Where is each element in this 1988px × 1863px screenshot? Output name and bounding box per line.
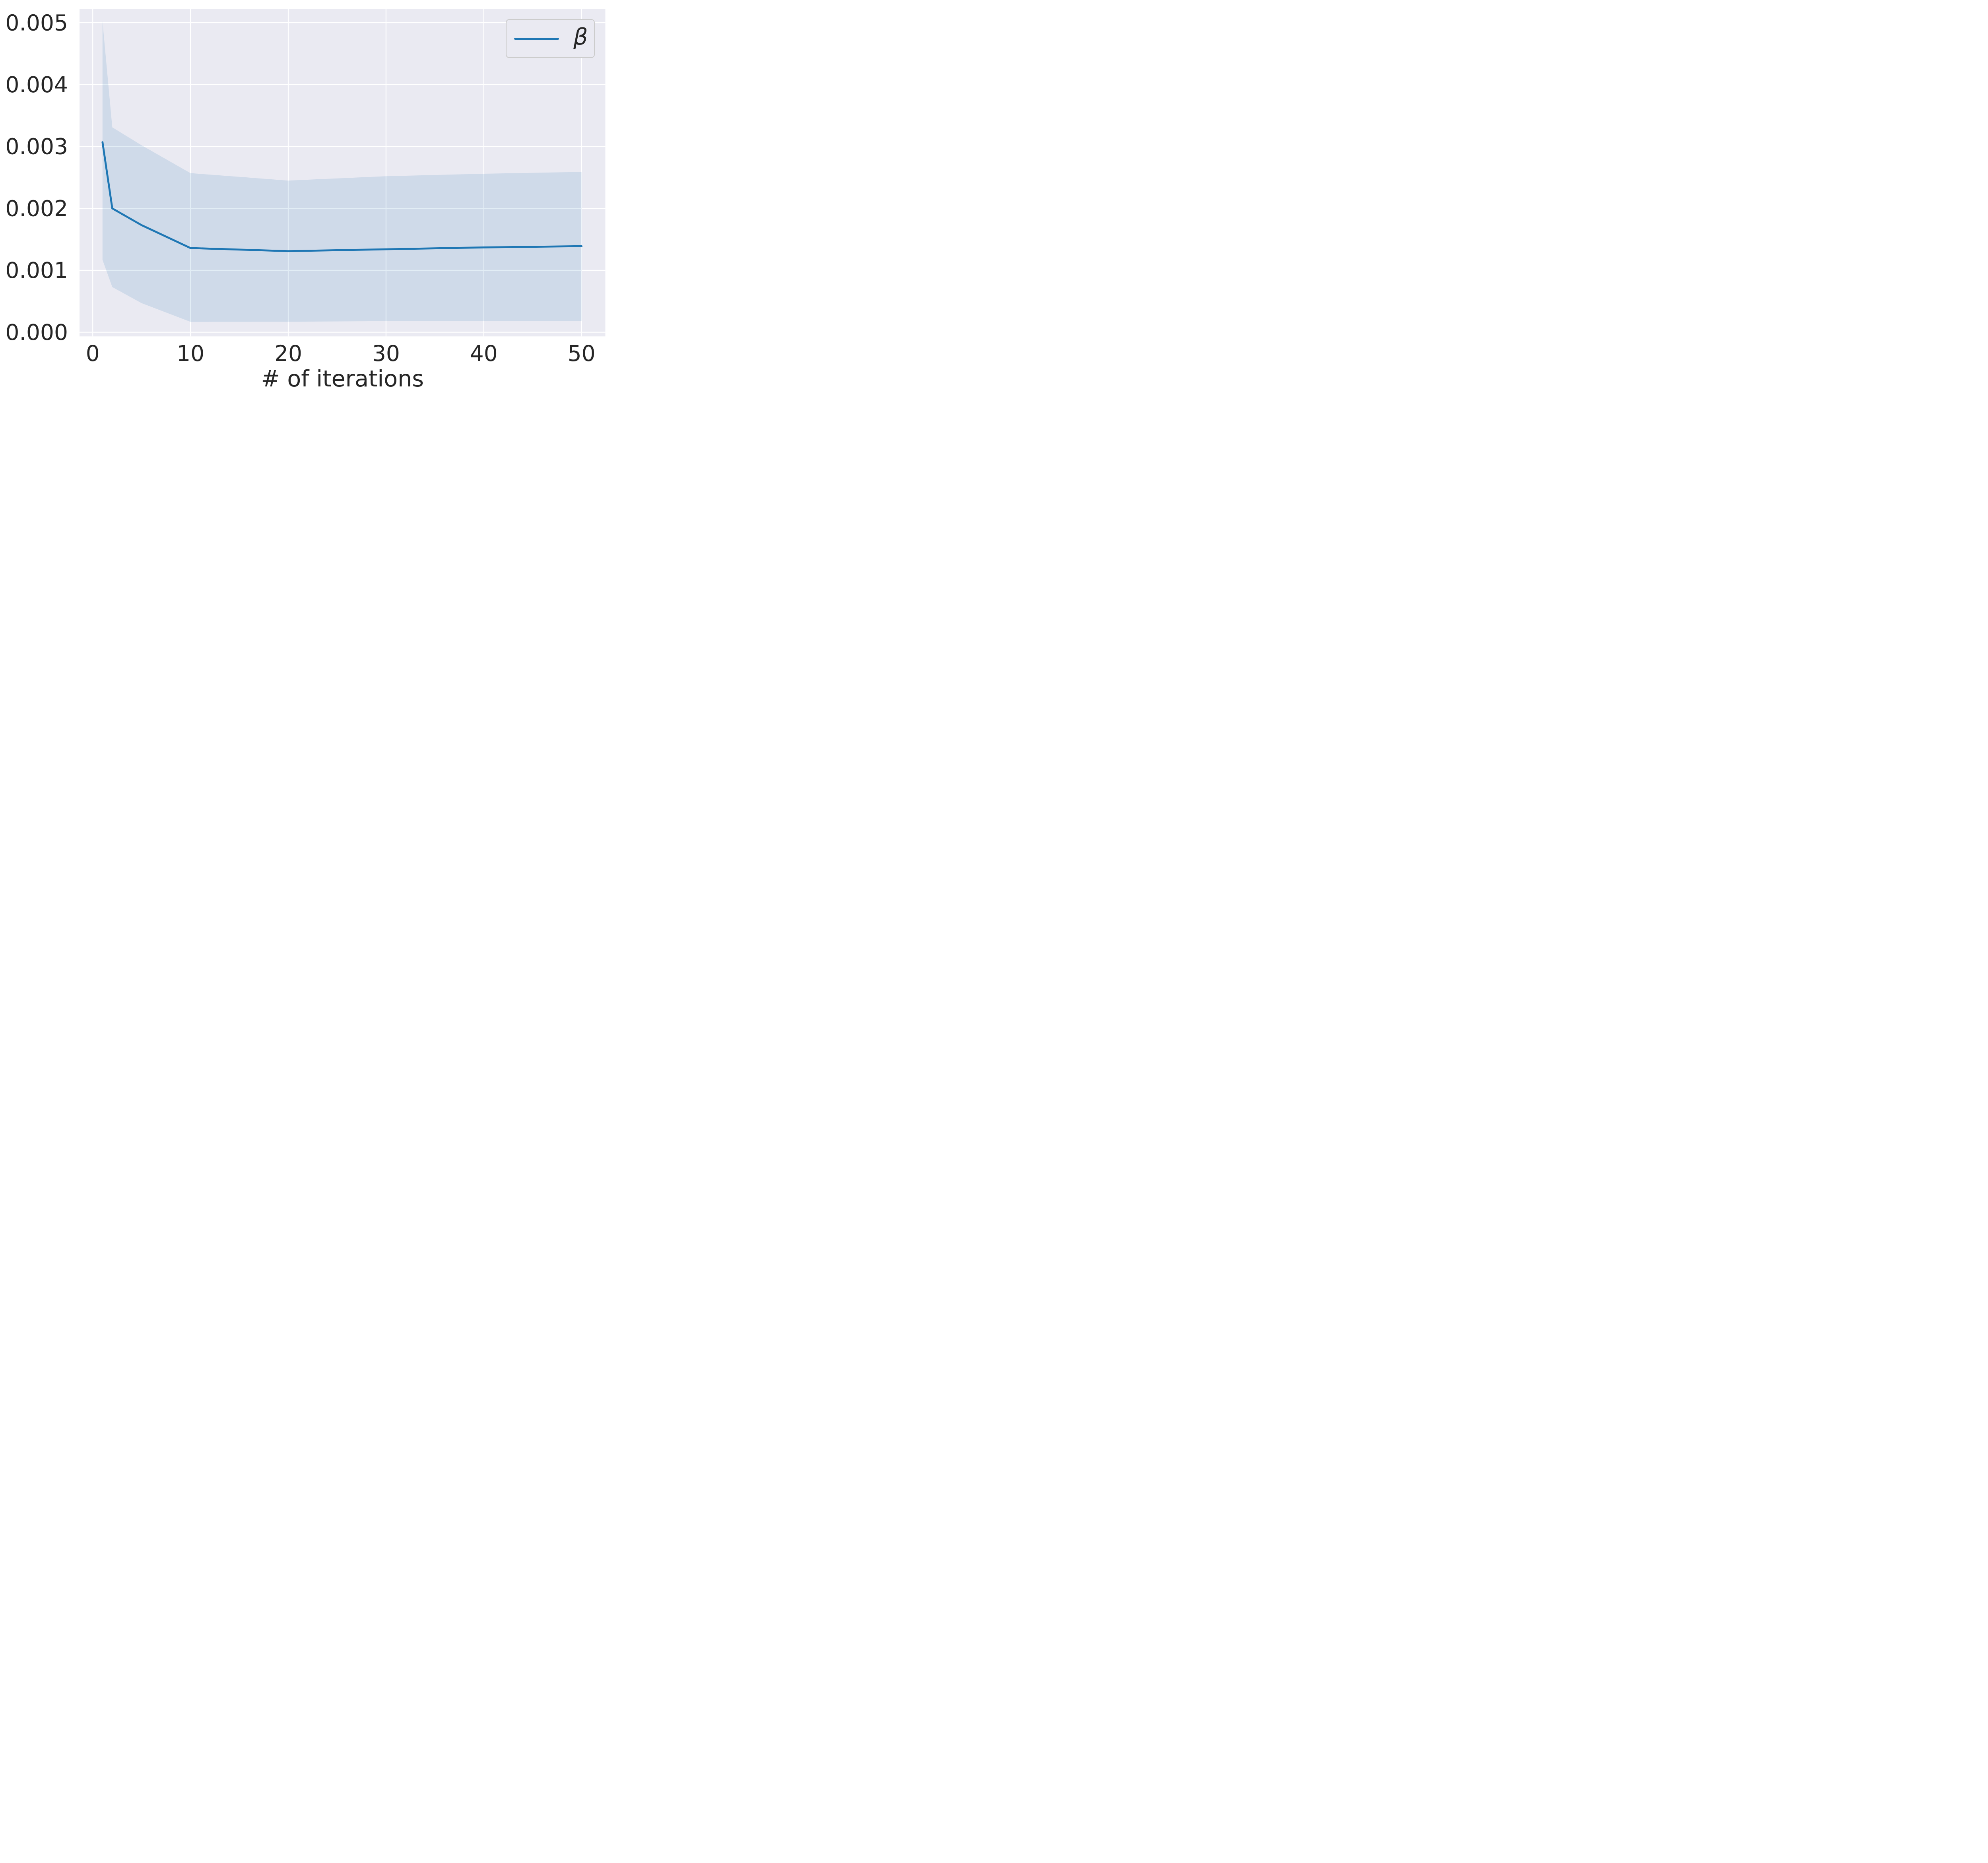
y-tick-label-0.004: 0.004: [6, 72, 68, 97]
y-tick-label-0.001: 0.001: [6, 258, 68, 283]
legend: β: [506, 19, 595, 58]
y-tick-label-0.002: 0.002: [6, 196, 68, 221]
y-tick-label-0.005: 0.005: [6, 10, 68, 35]
legend-label-beta: β: [573, 23, 588, 50]
x-tick-label-30: 30: [372, 341, 400, 366]
y-tick-label-0.000: 0.000: [6, 320, 68, 345]
legend-line-sample: [514, 37, 559, 40]
y-tick-label-0.003: 0.003: [6, 134, 68, 159]
x-axis-label: # of iterations: [261, 366, 423, 392]
x-tick-label-10: 10: [177, 341, 204, 366]
confidence-band: [102, 21, 582, 322]
x-tick-label-40: 40: [470, 341, 498, 366]
x-tick-label-50: 50: [568, 341, 596, 366]
plot-area: [80, 9, 606, 337]
line-chart: 0.000 0.001 0.002 0.003 0.004 0.005 0 10 20 30 40 5…: [6, 9, 606, 392]
series-line-beta: [101, 141, 582, 252]
x-tick-label-0: 0: [86, 341, 100, 366]
figure: 0.000 0.001 0.002 0.003 0.004 0.005 0 10 20 30 40 5…: [0, 0, 614, 399]
x-tick-label-20: 20: [274, 341, 302, 366]
